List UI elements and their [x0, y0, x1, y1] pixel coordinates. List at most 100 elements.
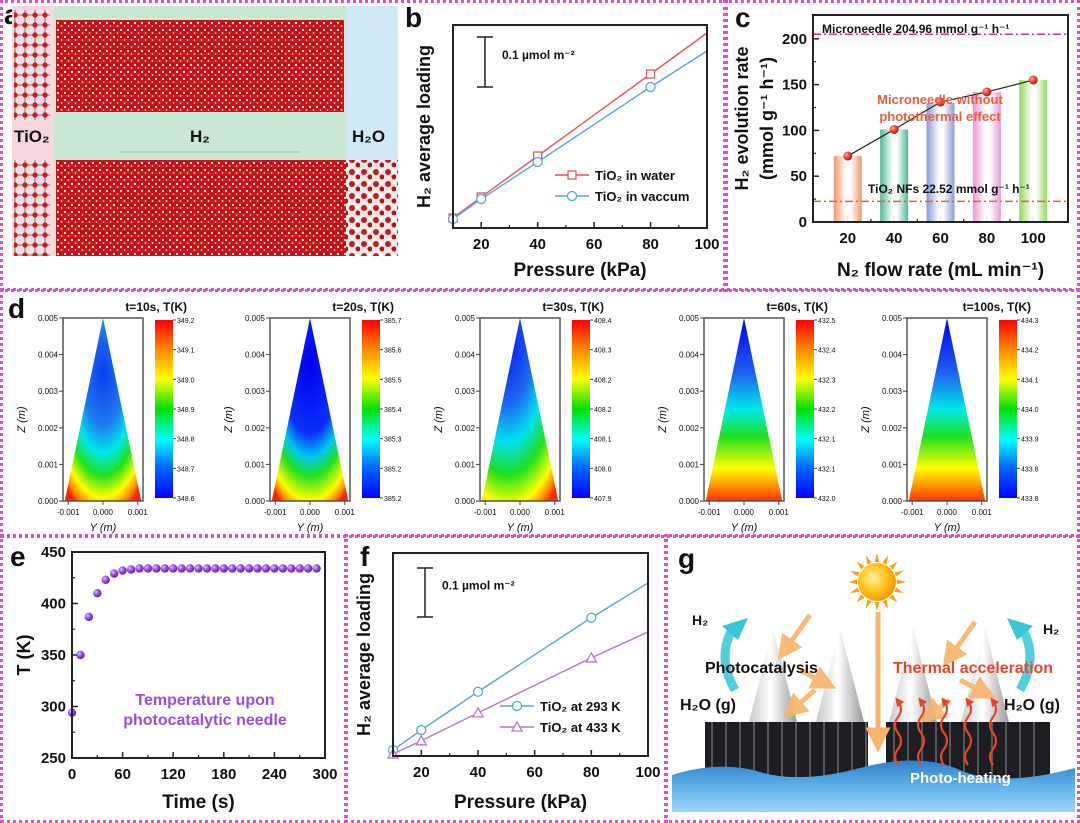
data-point	[236, 564, 245, 573]
contour-title: t=60s, T(K)	[766, 300, 828, 314]
colorbar	[572, 320, 590, 498]
contour-plot-0: 0.000 0.001 0.002 0.003 0.004 0.005 -0.001 0.00…	[16, 300, 195, 534]
sun-disk	[858, 563, 896, 601]
data-point	[278, 564, 288, 573]
x-tick-label: 0.000	[510, 508, 531, 517]
sun-ray	[882, 599, 889, 609]
y-axis-units-label: (mmol g⁻¹ h⁻¹)	[757, 57, 777, 180]
data-point	[152, 564, 161, 573]
sun-ray	[856, 594, 865, 603]
x-tick-label: 100	[1021, 230, 1046, 247]
plot-frame	[392, 552, 649, 757]
colorbar-tick-label: 434.1	[1021, 377, 1039, 384]
x-tick-label: 20	[839, 230, 856, 247]
sun-ray	[850, 587, 860, 594]
sun-ray	[894, 570, 904, 577]
colorbar-tick-label: 408.4	[594, 318, 612, 325]
colorbar-tick-label: 385.5	[384, 377, 402, 384]
data-point-circle	[511, 700, 523, 712]
x-tick-label: 100	[694, 236, 719, 253]
h2-label-right: H₂	[1043, 621, 1059, 637]
y-tick-label: 200	[782, 31, 807, 48]
x-tick-label: 60	[932, 230, 949, 247]
x-tick-label: 60	[526, 764, 543, 781]
y-tick-label: 0.003	[38, 387, 59, 396]
contour-title: t=30s, T(K)	[542, 300, 604, 314]
microneedle-annotation: Microneedle 204.96 mmol g⁻¹ h⁻¹	[822, 22, 1009, 36]
y-tick-label: 0.005	[38, 314, 59, 323]
y-tick-label: 0.001	[38, 460, 59, 469]
data-point	[843, 151, 853, 161]
temperature-field	[481, 318, 559, 501]
scale-bar	[417, 567, 433, 618]
y-tick-label: 300	[41, 699, 66, 716]
data-point	[93, 589, 102, 598]
x-tick-label: 0.001	[545, 508, 566, 517]
data-point	[219, 564, 228, 573]
data-point	[211, 564, 220, 573]
x-tick-label: 80	[979, 230, 996, 247]
y-axis-label: Z (m)	[223, 406, 235, 434]
data-point	[228, 564, 237, 573]
thermal-acceleration-label: Thermal acceleration	[893, 660, 1053, 677]
bar	[926, 102, 955, 222]
colorbar-tick-label: 385.2	[384, 496, 402, 503]
y-tick-label: 0.001	[245, 460, 266, 469]
sun-ray	[882, 555, 889, 565]
sun-ray	[848, 579, 858, 585]
colorbar-tick-label: 385.6	[384, 348, 402, 355]
data-point	[84, 612, 94, 622]
x-tick-label: 80	[583, 764, 600, 781]
h2-label: H₂	[190, 127, 210, 146]
y-axis-label: Z (m)	[433, 406, 445, 434]
y-tick-label: 0.001	[455, 460, 476, 469]
data-point-circle	[566, 190, 578, 202]
contour-plot-4: 0.000 0.001 0.002 0.003 0.004 0.005 -0.001 0.00…	[860, 300, 1039, 534]
x-axis-label: Y (m)	[297, 522, 324, 534]
annotation-line2: photocatalytic needle	[123, 712, 287, 729]
data-point-triangle	[415, 734, 428, 746]
x-tick-label: 0.000	[937, 508, 958, 517]
y-tick-label: 0.001	[679, 460, 700, 469]
data-point-circle	[532, 156, 543, 168]
x-tick-label: 40	[529, 236, 546, 253]
h2o-label-right: H₂O (g)	[1004, 697, 1060, 714]
colorbar-tick-label: 432.3	[818, 377, 836, 384]
data-point	[76, 650, 85, 660]
data-point	[936, 97, 945, 107]
y-tick-label: 0.003	[245, 387, 266, 396]
x-tick-label: 40	[886, 230, 903, 247]
annotation-line1: Temperature upon	[135, 692, 274, 709]
data-point	[889, 124, 899, 134]
sun-ray	[856, 561, 865, 570]
temperature-field	[908, 318, 986, 501]
colorbar-tick-label: 385.7	[384, 318, 402, 325]
y-tick-label: 0.004	[38, 351, 59, 360]
colorbar-tick-label: 348.7	[177, 466, 195, 473]
water	[672, 760, 1075, 812]
y-tick-label: 100	[782, 122, 807, 139]
colorbar-tick-label: 349.1	[177, 348, 195, 355]
data-point	[160, 564, 169, 573]
bar	[880, 129, 909, 222]
legend-label: TiO₂ at 433 K	[540, 720, 621, 735]
y-tick-label: 0.005	[882, 314, 903, 323]
contour-title: t=20s, T(K)	[332, 300, 394, 314]
colorbar-tick-label: 349.0	[177, 377, 195, 384]
colorbar-tick-label: 348.8	[177, 437, 195, 444]
data-point-triangle	[471, 706, 485, 718]
data-point	[1028, 75, 1038, 85]
data-point-triangle	[510, 720, 524, 732]
colorbar-tick-label: 432.2	[818, 407, 836, 414]
colorbar-tick-label: 385.3	[384, 437, 402, 444]
x-tick-label: 40	[470, 764, 487, 781]
data-point-circle	[472, 686, 484, 697]
tio2-label: TiO₂	[14, 127, 50, 146]
x-axis-label: Y (m)	[507, 522, 534, 534]
data-point	[287, 564, 296, 573]
x-tick-label: -0.001	[901, 508, 924, 517]
data-point-circle	[586, 612, 597, 623]
x-tick-label: 20	[413, 764, 430, 781]
sun-ray	[889, 594, 898, 603]
data-point	[109, 569, 119, 578]
